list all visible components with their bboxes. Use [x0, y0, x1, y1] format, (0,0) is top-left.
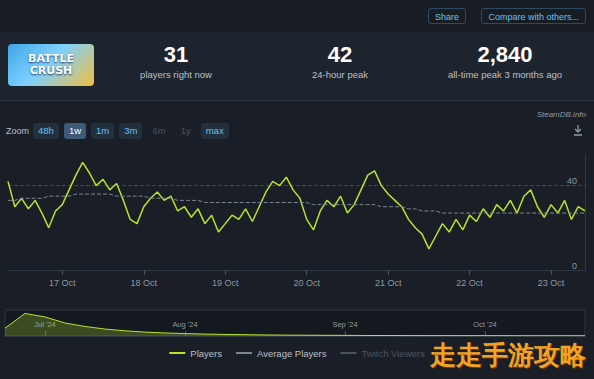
svg-text:Players: Players [190, 348, 222, 359]
html-text:all-time peak 3 months ago: all-time peak 3 months ago [448, 69, 562, 80]
html-text:1w: 1w [68, 125, 81, 136]
html-text:1y: 1y [180, 125, 191, 136]
html-text:1m: 1m [96, 125, 110, 136]
html-text:24-hour peak: 24-hour peak [312, 69, 368, 80]
html-text:走走手游攻略: 走走手游攻略 [430, 340, 586, 370]
html-text:players right now: players right now [140, 69, 212, 80]
svg-text:Sep '24: Sep '24 [332, 320, 357, 329]
html-text:BATTLE CRUSH: BATTLE CRUSH [28, 52, 74, 77]
svg-text:Twitch Viewers: Twitch Viewers [362, 348, 425, 359]
svg-text:17 Oct: 17 Oct [49, 278, 76, 288]
svg-text:0: 0 [572, 261, 577, 271]
html-text:2,840: 2,840 [477, 42, 533, 67]
svg-text:20 Oct: 20 Oct [293, 278, 320, 288]
html-text:SteamDB.info: SteamDB.info [536, 110, 586, 119]
svg-text:Average Players: Average Players [257, 348, 327, 359]
svg-text:21 Oct: 21 Oct [375, 278, 402, 288]
html-text:Compare with others...: Compare with others... [488, 12, 579, 22]
html-text:31: 31 [163, 42, 189, 67]
html-text:Zoom: Zoom [6, 126, 29, 136]
svg-text:Aug '24: Aug '24 [172, 320, 197, 329]
svg-text:Oct '24: Oct '24 [473, 320, 497, 329]
svg-text:18 Oct: 18 Oct [131, 278, 158, 288]
svg-text:40: 40 [567, 176, 577, 186]
html-text:Share: Share [435, 12, 459, 22]
svg-text:23 Oct: 23 Oct [538, 278, 565, 288]
html-text:48h: 48h [38, 125, 54, 136]
svg-text:22 Oct: 22 Oct [456, 278, 483, 288]
html-text:42: 42 [327, 42, 353, 67]
svg-text:19 Oct: 19 Oct [212, 278, 239, 288]
html-text:3m: 3m [124, 125, 138, 136]
html-text:max: max [205, 125, 224, 136]
html-text:6m: 6m [152, 125, 166, 136]
